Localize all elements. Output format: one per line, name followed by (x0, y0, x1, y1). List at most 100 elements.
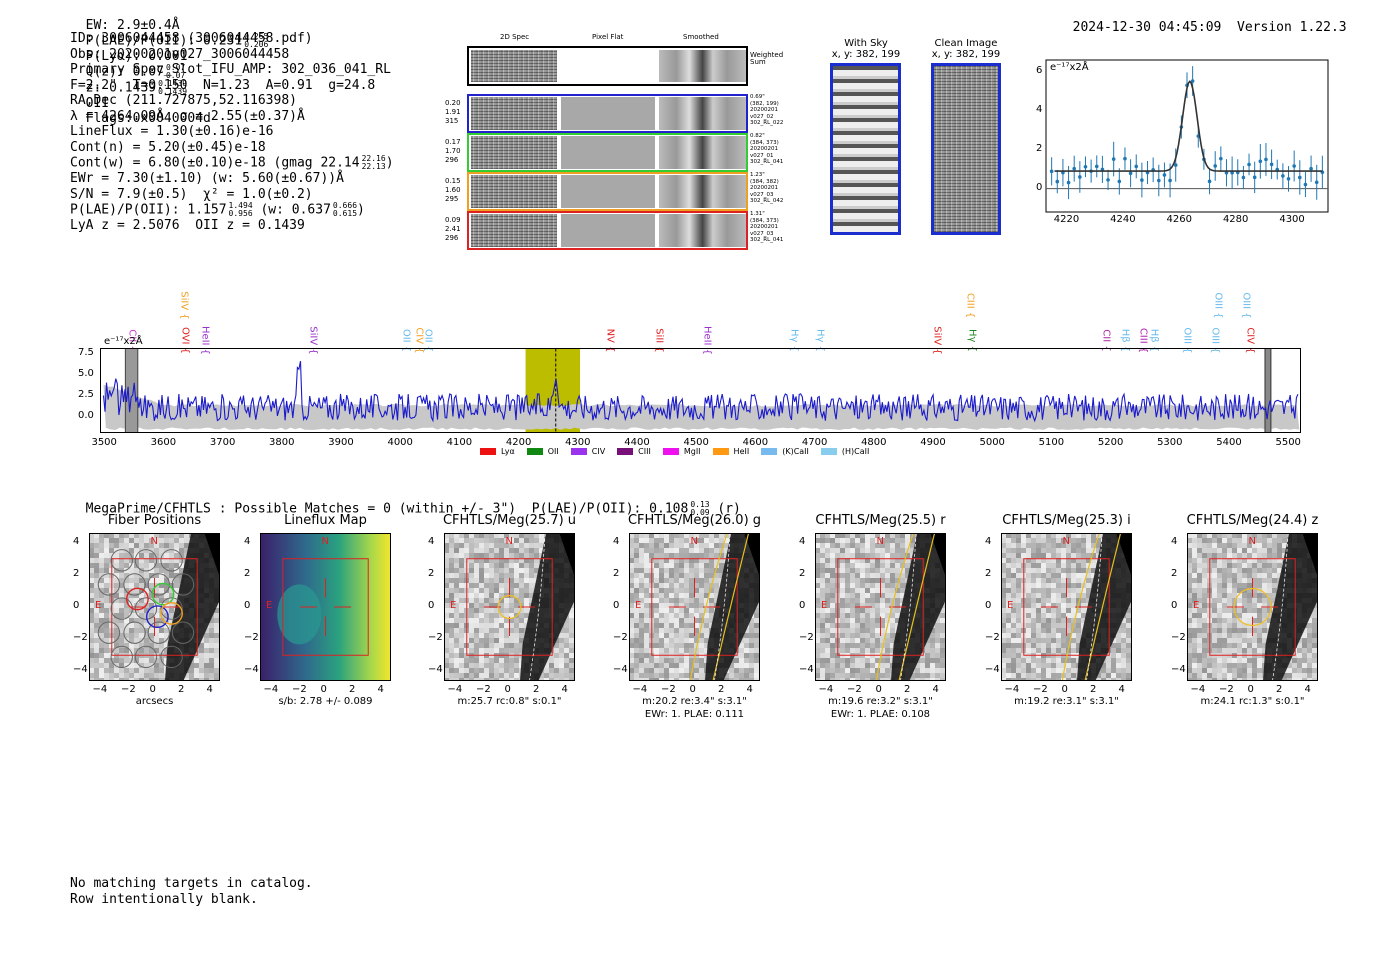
pixel (119, 638, 124, 643)
fit-point (1173, 163, 1178, 167)
pixel (1051, 568, 1056, 573)
pixel (444, 608, 449, 613)
pixel (1247, 578, 1252, 583)
pixel (644, 648, 649, 653)
legend-swatch (617, 448, 634, 455)
pixel (855, 603, 860, 608)
pixel (714, 583, 719, 588)
pixel (124, 553, 129, 558)
legend-item: Lyα (480, 447, 515, 456)
pixel (529, 533, 534, 538)
panel-frame (444, 533, 575, 681)
pixel (494, 603, 499, 608)
pixel (204, 673, 209, 678)
pixel (469, 573, 474, 578)
pixel (1066, 678, 1071, 681)
pixel (719, 553, 724, 558)
pixel (1202, 603, 1207, 608)
pixel (925, 668, 930, 673)
pixel (454, 553, 459, 558)
pixel (124, 608, 129, 613)
pixel (1222, 618, 1227, 623)
pixel (634, 623, 639, 628)
pixel (1046, 648, 1051, 653)
pixel (1121, 618, 1126, 623)
pixel (119, 588, 124, 593)
pixel (855, 623, 860, 628)
pixel (174, 533, 179, 538)
pixel (639, 668, 644, 673)
pixel (104, 533, 109, 538)
pixel (514, 638, 519, 643)
pixel (1066, 673, 1071, 678)
pixel (649, 663, 654, 668)
pixel (664, 648, 669, 653)
north-label: N (876, 536, 884, 547)
fit-point (1190, 79, 1195, 83)
pixel (679, 598, 684, 603)
pixel (179, 558, 184, 563)
info-sn: S/N = 7.9(±0.5) χ² = 1.0(±0.2) (70, 186, 313, 202)
pixel (94, 638, 99, 643)
pixel (679, 613, 684, 618)
pixel (815, 608, 820, 613)
pixel (855, 588, 860, 593)
pixel (694, 633, 699, 638)
pixel (529, 573, 534, 578)
pixel (699, 648, 704, 653)
pixel (504, 583, 509, 588)
pixel (1046, 578, 1051, 583)
pixel (1116, 633, 1121, 638)
pixel (1187, 623, 1192, 628)
pixel (855, 638, 860, 643)
pixel (564, 618, 569, 623)
pixel (1041, 578, 1046, 583)
pixel (1277, 553, 1282, 558)
pixel (444, 593, 449, 598)
pixel (149, 573, 154, 578)
pixel (134, 603, 139, 608)
pixel (134, 658, 139, 663)
pixel (1257, 593, 1262, 598)
pixel (905, 533, 910, 538)
pixel (1081, 558, 1086, 563)
pixel (754, 608, 759, 613)
pixel (469, 548, 474, 553)
east-label: E (821, 600, 828, 611)
pixel (454, 658, 459, 663)
pixel (109, 548, 114, 553)
pixel (845, 533, 850, 538)
pixel (1247, 533, 1252, 538)
pixel (1091, 538, 1096, 543)
pixel (1016, 553, 1021, 558)
pixel (910, 678, 915, 681)
pixel (484, 658, 489, 663)
pixel (209, 653, 214, 658)
pixel (1217, 563, 1222, 568)
pixel (514, 658, 519, 663)
pixel (900, 598, 905, 603)
pixel (669, 598, 674, 603)
pixel (639, 573, 644, 578)
pixel (519, 643, 524, 648)
pixel (94, 633, 99, 638)
pixel (519, 583, 524, 588)
pixel (754, 663, 759, 668)
pixel (674, 648, 679, 653)
pixel (1252, 563, 1257, 568)
pixel (94, 588, 99, 593)
pixel (1011, 643, 1016, 648)
pixel (99, 578, 104, 583)
pixel (134, 633, 139, 638)
pixel (174, 578, 179, 583)
pixel (1227, 588, 1232, 593)
legend-swatch (662, 448, 679, 455)
pixel (1242, 593, 1247, 598)
pixel (494, 673, 499, 678)
pixel (1026, 643, 1031, 648)
pixel (1197, 553, 1202, 558)
pixel (1011, 573, 1016, 578)
pixel (1101, 678, 1106, 681)
pixel (830, 608, 835, 613)
pixel (709, 538, 714, 543)
